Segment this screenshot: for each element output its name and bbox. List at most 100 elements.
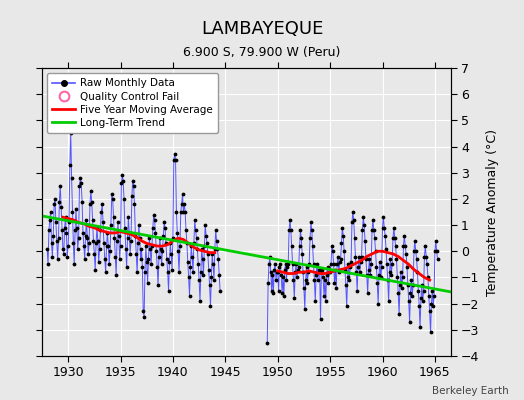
Point xyxy=(79,230,87,236)
Point xyxy=(385,298,393,304)
Point xyxy=(183,240,191,247)
Point xyxy=(166,240,174,247)
Point xyxy=(428,287,436,294)
Point xyxy=(369,227,378,234)
Point xyxy=(343,274,352,281)
Point xyxy=(115,232,123,239)
Point xyxy=(342,282,350,288)
Point xyxy=(414,287,422,294)
Point xyxy=(410,248,418,254)
Point xyxy=(150,217,159,223)
Point xyxy=(213,246,222,252)
Point xyxy=(184,274,193,281)
Point xyxy=(321,277,329,283)
Point xyxy=(432,248,441,254)
Point xyxy=(88,198,96,205)
Point xyxy=(391,243,400,249)
Point xyxy=(105,261,113,268)
Point xyxy=(432,238,440,244)
Point xyxy=(156,235,164,241)
Point xyxy=(131,232,139,239)
Point xyxy=(179,209,188,215)
Point xyxy=(283,264,291,270)
Legend: Raw Monthly Data, Quality Control Fail, Five Year Moving Average, Long-Term Tren: Raw Monthly Data, Quality Control Fail, … xyxy=(47,73,219,133)
Point xyxy=(141,269,149,276)
Point xyxy=(100,240,108,247)
Point xyxy=(312,272,320,278)
Point xyxy=(316,316,325,322)
Point xyxy=(328,243,336,249)
Point xyxy=(427,329,435,336)
Point xyxy=(341,266,349,273)
Point xyxy=(143,258,151,265)
Point xyxy=(380,224,388,231)
Point xyxy=(74,235,83,241)
Point xyxy=(401,243,409,249)
Point xyxy=(345,277,354,283)
Point xyxy=(104,243,113,249)
Point xyxy=(121,224,129,231)
Point xyxy=(277,272,286,278)
Point xyxy=(430,292,438,299)
Point xyxy=(63,253,71,260)
Point xyxy=(189,269,197,276)
Point xyxy=(406,290,414,296)
Point xyxy=(423,261,431,268)
Point xyxy=(123,264,131,270)
Point xyxy=(360,222,368,228)
Point xyxy=(352,269,361,276)
Point xyxy=(367,261,375,268)
Point xyxy=(377,274,385,281)
Point xyxy=(356,258,365,265)
Point xyxy=(293,274,301,281)
Point xyxy=(144,256,152,262)
Point xyxy=(280,266,289,273)
Point xyxy=(173,230,181,236)
Point xyxy=(115,256,124,262)
Point xyxy=(358,227,367,234)
Point xyxy=(303,280,312,286)
Point xyxy=(206,303,215,310)
Point xyxy=(177,209,185,215)
Point xyxy=(377,264,386,270)
Point xyxy=(421,243,430,249)
Point xyxy=(327,261,335,268)
Point xyxy=(406,319,414,325)
Point xyxy=(296,227,304,234)
Point xyxy=(73,224,81,231)
Point xyxy=(110,235,118,241)
Point xyxy=(329,248,337,254)
Point xyxy=(279,274,287,281)
Point xyxy=(94,238,102,244)
Point xyxy=(424,274,432,281)
Point xyxy=(60,251,68,257)
Point xyxy=(320,292,328,299)
Point xyxy=(136,235,144,241)
Point xyxy=(400,232,409,239)
Point xyxy=(204,266,213,273)
Point xyxy=(338,224,346,231)
Point xyxy=(272,269,281,276)
Point xyxy=(128,177,137,184)
Point xyxy=(292,261,300,268)
Point xyxy=(403,264,411,270)
Point xyxy=(204,251,212,257)
Point xyxy=(72,206,80,212)
Point xyxy=(307,219,315,226)
Point xyxy=(216,287,224,294)
Y-axis label: Temperature Anomaly (°C): Temperature Anomaly (°C) xyxy=(486,128,499,296)
Point xyxy=(159,232,168,239)
Point xyxy=(378,224,387,231)
Point xyxy=(99,219,107,226)
Point xyxy=(405,298,413,304)
Point xyxy=(102,243,111,249)
Point xyxy=(415,303,423,310)
Point xyxy=(93,224,101,231)
Point xyxy=(337,240,346,247)
Point xyxy=(187,243,195,249)
Point xyxy=(302,264,311,270)
Point xyxy=(271,261,279,268)
Point xyxy=(330,280,339,286)
Point xyxy=(330,261,338,268)
Point xyxy=(91,266,100,273)
